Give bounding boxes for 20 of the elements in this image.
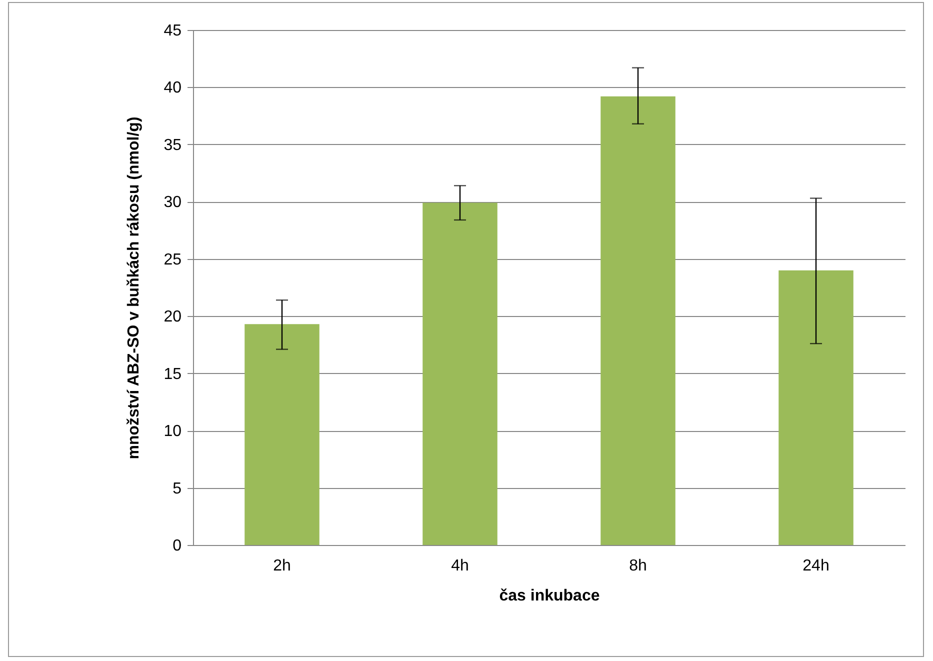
bar <box>244 324 320 545</box>
y-axis-title: množství ABZ-SO v buňkách rákosu (nmol/g) <box>126 116 143 460</box>
y-tick-label: 45 <box>164 22 182 40</box>
y-tick-label: 0 <box>172 538 182 554</box>
bar <box>422 202 498 545</box>
y-tick-label: 30 <box>164 194 182 212</box>
x-tick-label: 2h <box>273 558 291 574</box>
x-tick-label: 4h <box>451 558 469 574</box>
y-tick-label: 15 <box>164 366 182 383</box>
y-tick-label: 5 <box>172 480 182 498</box>
x-tick-label: 24h <box>802 558 830 574</box>
bar <box>600 96 676 545</box>
y-tick-label: 20 <box>164 308 182 326</box>
bar <box>778 270 854 545</box>
y-tick-label: 35 <box>164 136 182 154</box>
x-axis-title: čas inkubace <box>499 588 600 604</box>
y-tick-label: 25 <box>164 251 182 268</box>
y-tick-label: 40 <box>164 80 182 97</box>
x-tick-label: 8h <box>629 558 647 574</box>
y-tick-label: 10 <box>164 423 182 440</box>
